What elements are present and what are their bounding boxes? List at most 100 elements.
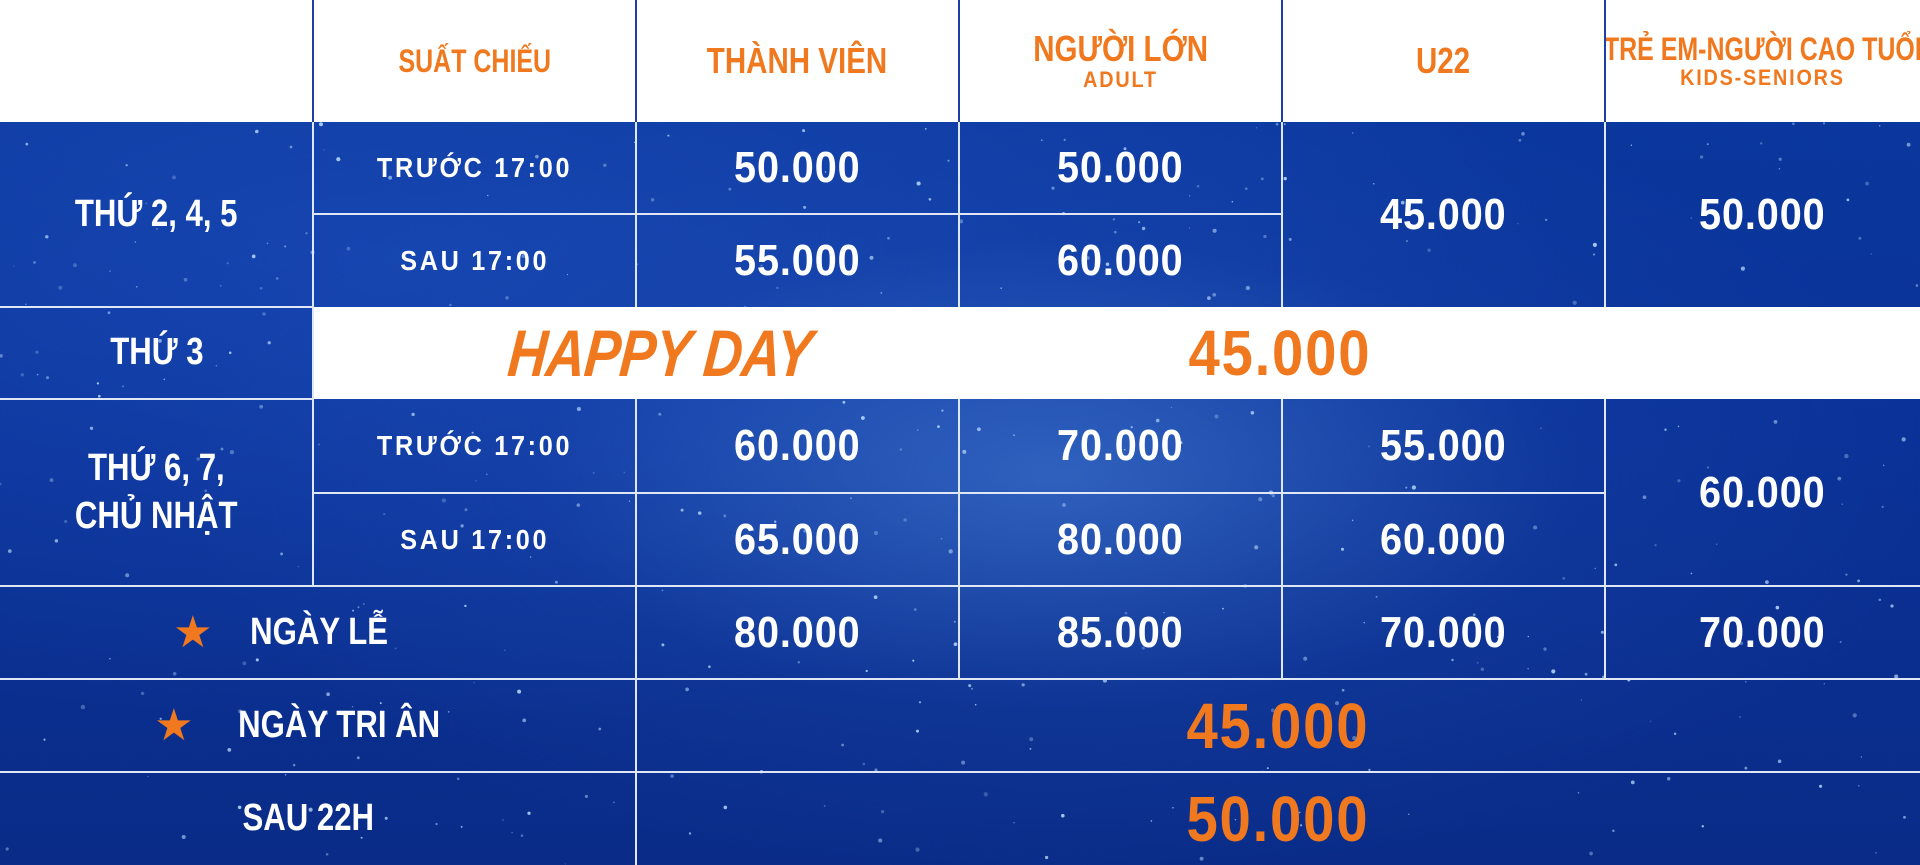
weekend-after-label: SAU 17:00: [400, 523, 549, 555]
price-value: 85.000: [1057, 607, 1184, 657]
weekend-member-before: 60.000: [636, 399, 959, 493]
grid-line: [0, 585, 1920, 587]
row-weekend-label: THỨ 6, 7, CHỦ NHẬT: [0, 399, 313, 586]
weekend-before-cell: TRƯỚC 17:00: [313, 399, 636, 493]
weekday-adult-before: 50.000: [959, 122, 1282, 214]
price-value: 65.000: [734, 514, 861, 564]
grid-line: [1604, 0, 1606, 122]
tuesday-label: THỨ 3: [109, 331, 204, 374]
holiday-label: NGÀY LỄ: [249, 610, 388, 653]
price-value: 50.000: [1699, 189, 1826, 239]
grid-line: [958, 0, 960, 122]
price-value: 80.000: [1057, 514, 1184, 564]
header-background: [0, 0, 1920, 122]
price-value: 55.000: [1380, 421, 1507, 470]
appreciation-price: 45.000: [1186, 689, 1370, 762]
header-adult-sublabel: ADULT: [1083, 67, 1158, 92]
header-kids-seniors-label: TRẺ EM-NGƯỜI CAO TUỔI: [1603, 31, 1920, 67]
grid-line: [1281, 399, 1283, 679]
holiday-u22: 70.000: [1282, 586, 1605, 679]
grid-line: [1281, 122, 1283, 307]
price-value: 70.000: [1380, 607, 1507, 657]
appreciation-label: NGÀY TRI ÂN: [237, 703, 440, 746]
tuesday-price: 45.000: [1188, 317, 1372, 389]
late-price: 50.000: [1186, 782, 1370, 855]
grid-line: [635, 0, 637, 122]
price-value: 60.000: [734, 421, 861, 470]
grid-line: [1604, 122, 1606, 307]
header-kids-seniors: TRẺ EM-NGƯỜI CAO TUỔI KIDS-SENIORS: [1603, 0, 1920, 122]
header-kids-seniors-sublabel: KIDS-SENIORS: [1680, 65, 1845, 90]
appreciation-label-group: ★ NGÀY TRI ÂN: [154, 702, 462, 750]
price-value: 50.000: [734, 143, 861, 192]
header-member: THÀNH VIÊN: [636, 0, 959, 122]
price-value: 50.000: [1057, 143, 1184, 192]
weekend-before-label: TRƯỚC 17:00: [376, 430, 573, 461]
grid-line: [313, 213, 1282, 215]
price-value: 80.000: [734, 607, 861, 657]
price-value: 55.000: [734, 235, 861, 285]
header-u22: U22: [1282, 0, 1605, 122]
grid-line: [0, 306, 313, 308]
holiday-kids: 70.000: [1605, 586, 1920, 679]
grid-line: [312, 307, 314, 399]
header-showtime-label: SUẤT CHIẾU: [398, 43, 551, 79]
header-u22-label: U22: [1416, 40, 1471, 81]
weekend-kids: 60.000: [1605, 399, 1920, 586]
happy-day-cell: HAPPY DAY: [440, 307, 880, 399]
weekday-before-cell: TRƯỚC 17:00: [313, 122, 636, 214]
grid-line: [1281, 0, 1283, 122]
header-adult-label: NGƯỜI LỚN: [1033, 28, 1208, 69]
star-icon: ★: [173, 607, 213, 657]
weekend-u22-after: 60.000: [1282, 493, 1605, 586]
weekend-adult-after: 80.000: [959, 493, 1282, 586]
holiday-adult: 85.000: [959, 586, 1282, 679]
weekday-member-before: 50.000: [636, 122, 959, 214]
star-icon: ★: [154, 700, 194, 750]
weekend-adult-before: 70.000: [959, 399, 1282, 493]
weekday-after-label: SAU 17:00: [400, 244, 549, 276]
price-value: 70.000: [1057, 421, 1184, 470]
header-member-label: THÀNH VIÊN: [707, 40, 888, 81]
row-holiday-label: ★ NGÀY LỄ: [0, 586, 636, 679]
weekend-member-after: 65.000: [636, 493, 959, 586]
price-value: 45.000: [1380, 189, 1507, 239]
price-value: 60.000: [1699, 467, 1826, 517]
appreciation-price-cell: 45.000: [636, 679, 1920, 772]
weekday-kids: 50.000: [1605, 122, 1920, 307]
weekday-member-after: 55.000: [636, 214, 959, 307]
row-late-label: SAU 22H: [0, 772, 636, 865]
weekend-after-cell: SAU 17:00: [313, 493, 636, 586]
tuesday-price-cell: 45.000: [1100, 307, 1460, 399]
grid-line: [313, 492, 1605, 494]
row-appreciation-label: ★ NGÀY TRI ÂN: [0, 679, 636, 772]
weekend-label-line2: CHỦ NHẬT: [75, 494, 238, 537]
grid-line: [0, 398, 313, 400]
happy-day-banner: [313, 307, 1920, 399]
late-label: SAU 22H: [242, 796, 374, 839]
header-adult: NGƯỜI LỚN ADULT: [959, 0, 1282, 122]
weekday-u22: 45.000: [1282, 122, 1605, 307]
price-value: 70.000: [1699, 607, 1826, 657]
header-showtime: SUẤT CHIẾU: [313, 0, 636, 122]
late-price-cell: 50.000: [636, 772, 1920, 865]
weekday-adult-after: 60.000: [959, 214, 1282, 307]
happy-day-text: HAPPY DAY: [505, 316, 815, 390]
weekday-label: THỨ 2, 4, 5: [75, 192, 238, 235]
row-tuesday-label: THỨ 3: [0, 307, 313, 399]
price-value: 60.000: [1057, 235, 1184, 285]
grid-line: [312, 0, 314, 122]
weekday-before-label: TRƯỚC 17:00: [376, 152, 573, 183]
price-value: 60.000: [1380, 514, 1507, 564]
holiday-member: 80.000: [636, 586, 959, 679]
holiday-label-group: ★ NGÀY LỄ: [173, 609, 403, 657]
grid-line: [635, 399, 637, 865]
grid-line: [1604, 399, 1606, 679]
weekend-label-line1: THỨ 6, 7,: [88, 447, 225, 489]
row-weekday-label: THỨ 2, 4, 5: [0, 122, 313, 307]
weekend-u22-before: 55.000: [1282, 399, 1605, 493]
grid-line: [0, 678, 1920, 680]
grid-line: [958, 399, 960, 679]
weekday-after-cell: SAU 17:00: [313, 214, 636, 307]
